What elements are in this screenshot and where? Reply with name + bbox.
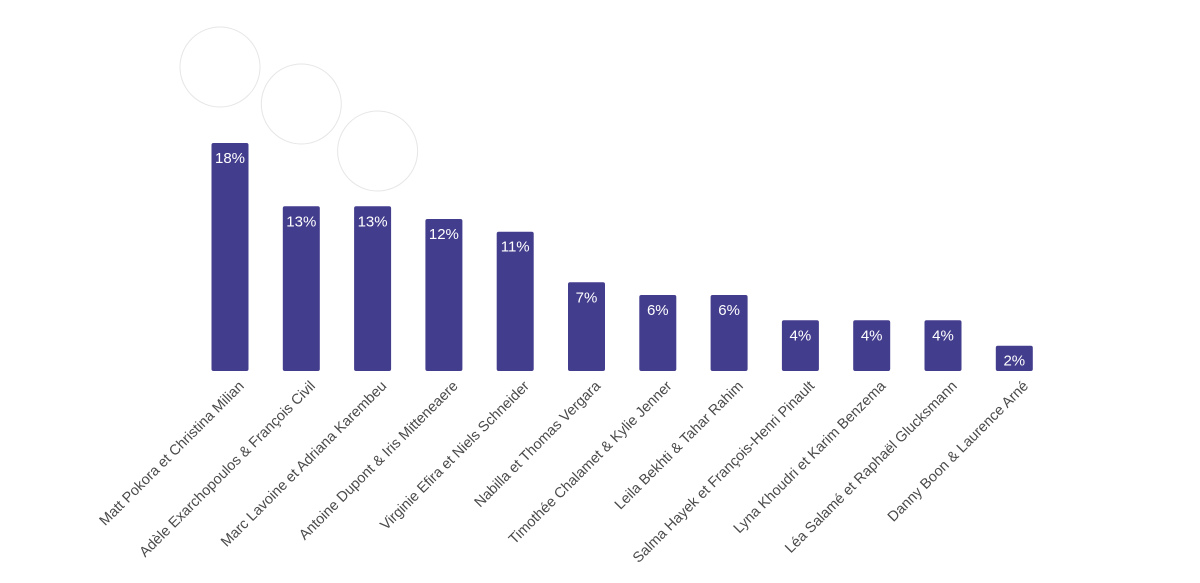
bar-value-label-9: 4% (790, 327, 812, 344)
bar-8 (710, 295, 748, 371)
couple-photo-2 (260, 63, 342, 145)
category-label-6: Nabilla et Thomas Vergara (472, 378, 605, 511)
bars-layer: 18% 13% 13% 12% 11% 7% 6% 6% 4% 4% 4% 2% (211, 143, 1033, 371)
bar-value-label-4: 12% (429, 226, 459, 243)
category-label-4: Antoine Dupont & Iris Mitteneaere (296, 378, 461, 543)
bar-11 (924, 320, 962, 371)
bar-value-label-7: 6% (647, 302, 669, 319)
bar-9 (781, 320, 819, 371)
bar-10 (853, 320, 891, 371)
category-label-5: Virginie Efira et Niels Schneider (378, 378, 533, 533)
bar-12 (995, 345, 1033, 371)
bar-4 (425, 219, 463, 371)
category-label-1: Matt Pokora et Christina Milian (97, 378, 248, 529)
bar-1 (211, 143, 249, 371)
category-label-10: Lyna Khoudri et Karim Benzema (731, 378, 890, 537)
category-label-8: Leila Bekhti & Tahar Rahim (612, 378, 747, 513)
bar-6 (568, 282, 605, 371)
bar-value-label-8: 6% (718, 302, 740, 319)
bar-value-label-11: 4% (932, 327, 954, 344)
photos-layer (179, 26, 419, 192)
couple-photo-1 (179, 26, 261, 108)
bar-value-label-12: 2% (1003, 353, 1025, 370)
bar-value-label-6: 7% (576, 289, 598, 306)
bar-value-label-10: 4% (861, 327, 883, 344)
bar-2 (282, 206, 320, 371)
bar-5 (496, 231, 534, 371)
bar-value-label-1: 18% (215, 150, 245, 167)
bar-7 (639, 295, 677, 371)
bar-value-label-2: 13% (286, 213, 316, 230)
bar-3 (354, 206, 392, 371)
bar-value-label-3: 13% (358, 213, 388, 230)
bar-value-label-5: 11% (501, 239, 530, 256)
category-label-12: Danny Boon & Laurence Arné (885, 378, 1032, 525)
couple-photo-3 (337, 110, 419, 192)
